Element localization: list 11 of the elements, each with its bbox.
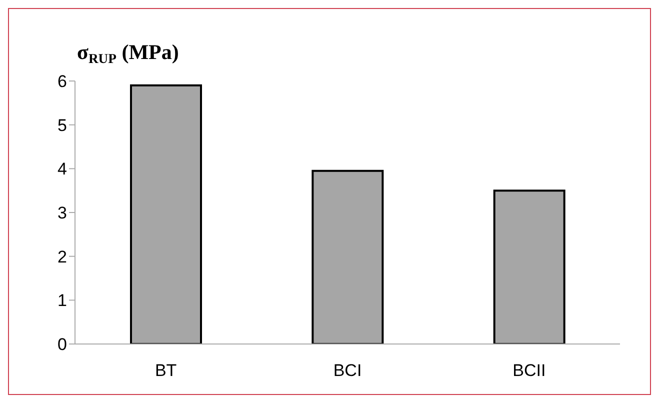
y-tick-label: 6 bbox=[58, 72, 67, 92]
y-tick-label: 4 bbox=[58, 160, 67, 179]
x-tick-label: BT bbox=[154, 361, 177, 380]
y-axis-title: σ$_{RUP}$ (MPa) bbox=[77, 40, 179, 66]
y-tick-label: 3 bbox=[58, 204, 67, 223]
y-tick-label: 0 bbox=[58, 335, 67, 354]
x-tick-label: BCII bbox=[512, 361, 546, 380]
y-tick-label: 5 bbox=[58, 116, 67, 135]
x-tick-label: BCI bbox=[333, 361, 362, 380]
y-tick-label: 1 bbox=[58, 291, 67, 310]
y-tick-label: 2 bbox=[58, 247, 67, 266]
